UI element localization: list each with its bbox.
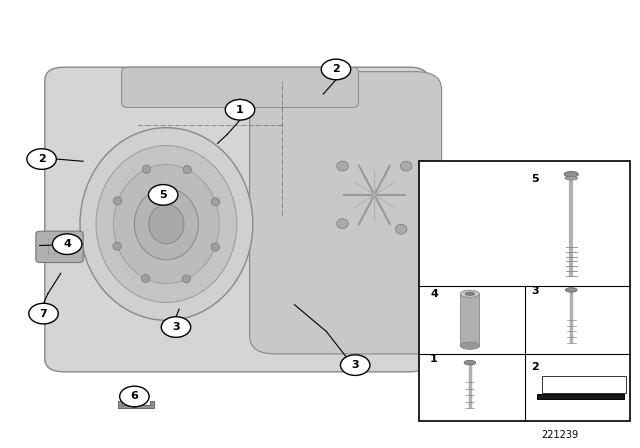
Ellipse shape bbox=[113, 197, 122, 205]
Text: 6: 6 bbox=[131, 392, 138, 401]
Text: 1: 1 bbox=[430, 354, 438, 364]
FancyBboxPatch shape bbox=[122, 67, 358, 108]
Circle shape bbox=[148, 185, 178, 205]
Ellipse shape bbox=[183, 165, 191, 173]
Text: 5: 5 bbox=[159, 190, 167, 200]
Ellipse shape bbox=[211, 243, 220, 251]
Circle shape bbox=[52, 234, 82, 254]
Ellipse shape bbox=[96, 146, 237, 302]
Ellipse shape bbox=[401, 161, 412, 171]
Text: 2: 2 bbox=[38, 154, 45, 164]
Text: 2: 2 bbox=[332, 65, 340, 74]
Ellipse shape bbox=[211, 198, 220, 206]
Text: 221239: 221239 bbox=[541, 430, 579, 440]
Ellipse shape bbox=[149, 204, 184, 244]
Ellipse shape bbox=[565, 177, 578, 180]
Circle shape bbox=[225, 99, 255, 120]
Ellipse shape bbox=[134, 188, 198, 260]
Ellipse shape bbox=[114, 165, 219, 284]
Text: 1: 1 bbox=[236, 105, 244, 115]
Ellipse shape bbox=[182, 275, 191, 283]
FancyBboxPatch shape bbox=[45, 67, 429, 372]
Bar bbox=[419, 161, 630, 421]
Text: 2: 2 bbox=[531, 362, 540, 371]
FancyBboxPatch shape bbox=[36, 231, 83, 263]
Text: 3: 3 bbox=[532, 286, 539, 296]
Ellipse shape bbox=[396, 224, 407, 234]
Ellipse shape bbox=[464, 360, 476, 365]
Bar bbox=[460, 294, 479, 346]
Ellipse shape bbox=[460, 342, 479, 349]
Text: 4: 4 bbox=[63, 239, 71, 249]
Text: 3: 3 bbox=[351, 360, 359, 370]
Polygon shape bbox=[118, 401, 154, 408]
Ellipse shape bbox=[564, 172, 579, 177]
Ellipse shape bbox=[337, 219, 348, 228]
FancyBboxPatch shape bbox=[250, 72, 442, 354]
Polygon shape bbox=[538, 394, 624, 399]
Text: 3: 3 bbox=[172, 322, 180, 332]
Circle shape bbox=[29, 303, 58, 324]
Ellipse shape bbox=[566, 288, 577, 292]
Ellipse shape bbox=[80, 128, 253, 320]
Circle shape bbox=[340, 355, 370, 375]
Circle shape bbox=[27, 149, 56, 169]
Text: 7: 7 bbox=[40, 309, 47, 319]
Circle shape bbox=[321, 59, 351, 80]
Text: 4: 4 bbox=[430, 289, 438, 299]
Ellipse shape bbox=[337, 161, 348, 171]
Ellipse shape bbox=[142, 165, 150, 173]
Ellipse shape bbox=[141, 275, 150, 283]
Text: 5: 5 bbox=[532, 174, 539, 185]
Circle shape bbox=[161, 317, 191, 337]
Circle shape bbox=[120, 386, 149, 407]
Ellipse shape bbox=[465, 292, 475, 296]
Ellipse shape bbox=[460, 290, 479, 297]
Ellipse shape bbox=[113, 242, 122, 250]
